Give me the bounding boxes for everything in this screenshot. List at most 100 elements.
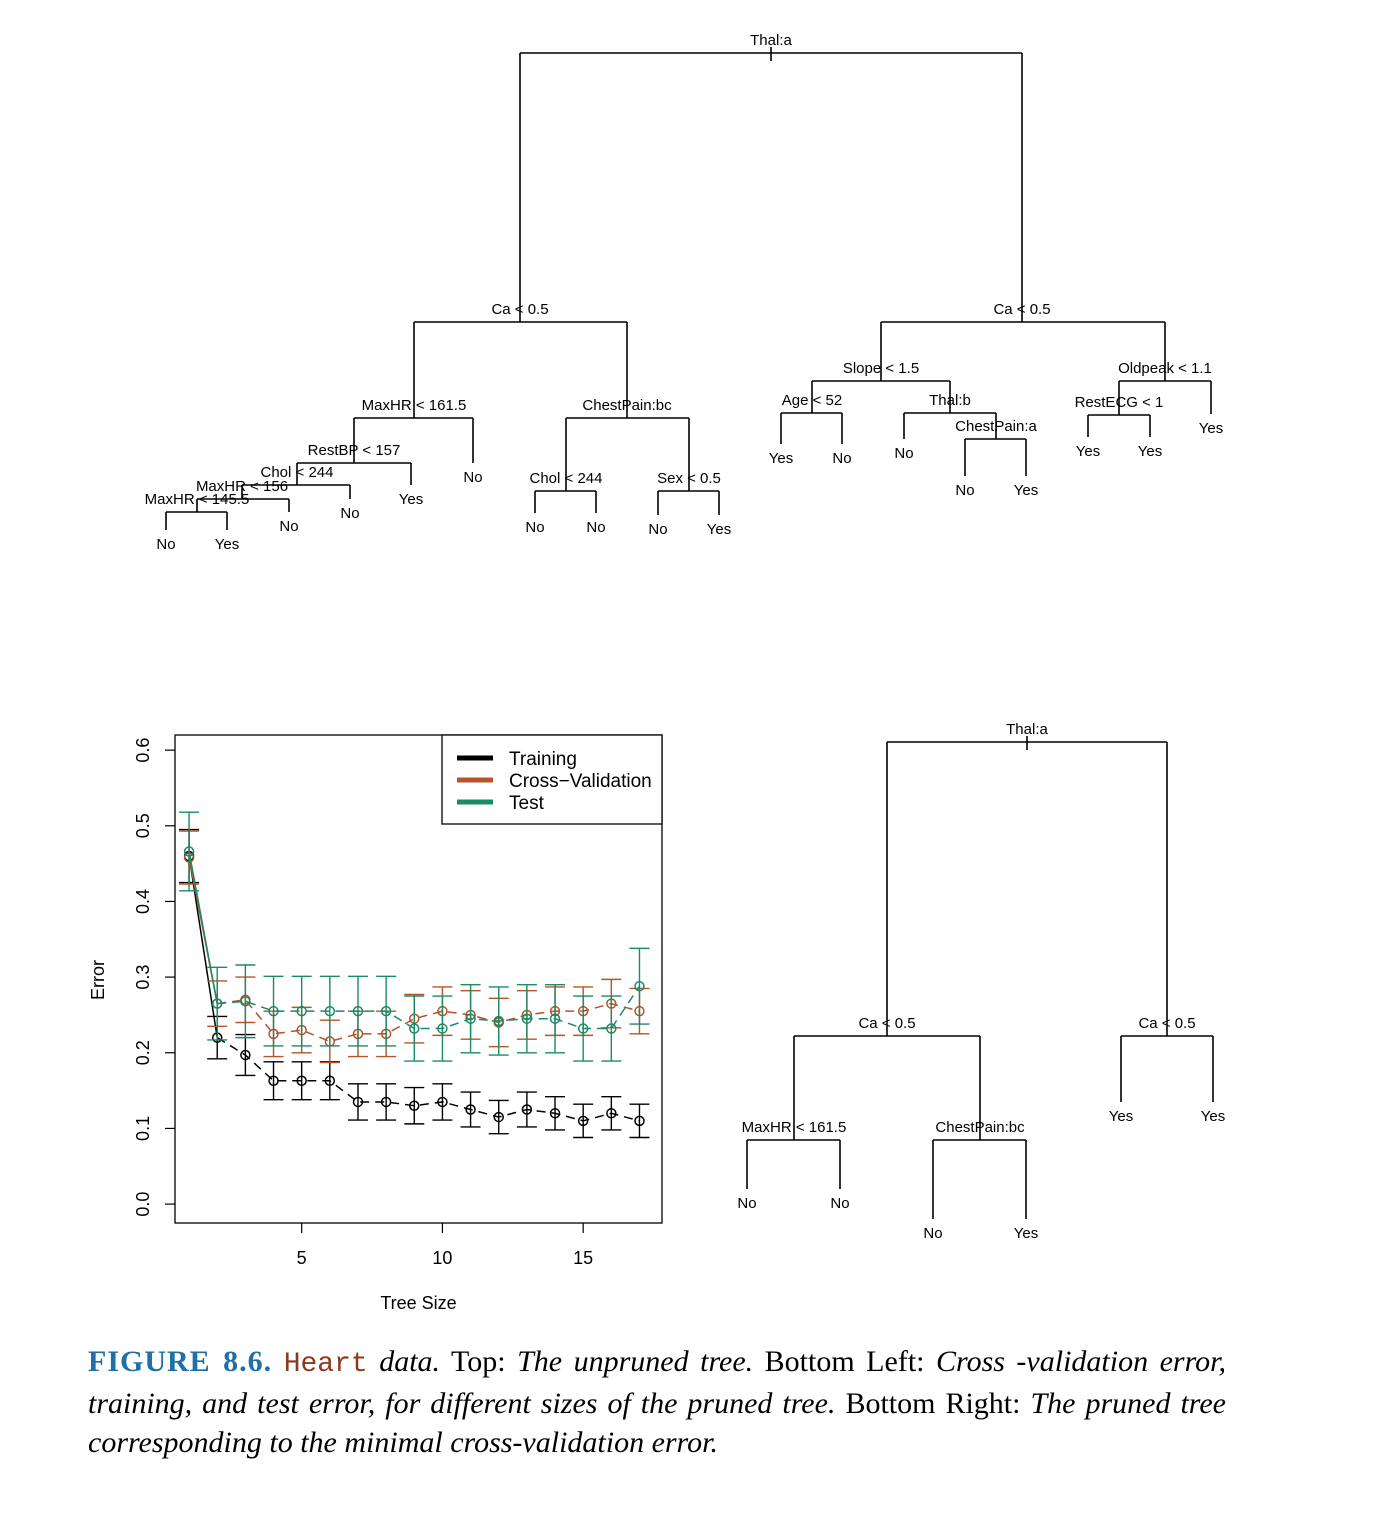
figure-caption: FIGURE 8.6. Heart data. Top: The unprune… (88, 1342, 1226, 1462)
series-line (217, 985, 641, 1030)
tree-leaf-label: Yes (1138, 443, 1162, 460)
data-point (465, 1104, 476, 1115)
tree-leaf-label: Yes (399, 491, 423, 508)
data-point (493, 1015, 504, 1027)
tree-leaf-label: Yes (707, 521, 731, 538)
tree-split-label: MaxHR < 145.5 (145, 491, 250, 508)
y-tick-label: 0.4 (133, 889, 153, 914)
data-point (324, 1005, 336, 1017)
tree-split-label: Ca < 0.5 (491, 301, 548, 318)
tree-split-label: Ca < 0.5 (858, 1015, 915, 1032)
tree-leaf-label: No (955, 482, 974, 499)
tree-split-label: ChestPain:a (955, 418, 1037, 435)
tree-leaf-label: No (737, 1195, 756, 1212)
data-point (409, 1100, 420, 1111)
data-point (240, 996, 251, 1007)
caption-top-label: Top: (440, 1345, 518, 1378)
figure: Thal:a Ca < 0.5 MaxHR < 161.5 RestBP < 157 C… (88, 32, 1225, 1313)
series-line (217, 999, 640, 1043)
figure-label: FIGURE 8.6. (88, 1345, 273, 1378)
data-point (352, 1005, 364, 1017)
tree-leaf-label: No (648, 521, 667, 538)
data-point (352, 1096, 364, 1108)
series-line-segment (188, 855, 218, 1038)
tree-leaf-label: Yes (1014, 1225, 1038, 1242)
data-point (606, 1108, 617, 1119)
y-tick-label: 0.6 (133, 738, 153, 763)
tree-leaf-label: No (525, 519, 544, 536)
tree-leaf-label: No (894, 445, 913, 462)
tree-leaf-label: No (156, 536, 175, 553)
data-point (268, 1005, 279, 1017)
tree-split-label: Ca < 0.5 (993, 301, 1050, 318)
error-chart: 5 10 15 0.0 0.1 0.2 0.3 0.4 0.5 0.6 Tree Size Error… (88, 734, 663, 1313)
data-point (324, 1075, 336, 1087)
data-point (549, 1013, 561, 1024)
tree-leaf-label: Yes (769, 450, 793, 467)
tree-leaf-label: Yes (1076, 443, 1100, 460)
tree-split-label: Thal:b (929, 392, 971, 409)
tree-split-label: MaxHR < 156 (196, 478, 288, 495)
data-point (240, 1049, 251, 1061)
tree-leaf-label: No (923, 1225, 942, 1242)
data-point (521, 1104, 533, 1115)
data-point (296, 1075, 307, 1087)
data-point (493, 1111, 504, 1123)
tree-split-label: Chol < 244 (530, 470, 603, 487)
data-point (634, 1115, 645, 1127)
data-point (465, 1013, 476, 1024)
tree-leaf-label: No (279, 518, 298, 535)
tree-split-label: ChestPain:bc (582, 397, 672, 414)
tree-leaf-label: No (340, 505, 359, 522)
data-point (577, 1023, 589, 1034)
tree-split-label: ChestPain:bc (935, 1119, 1025, 1136)
data-point (549, 1108, 561, 1119)
tree-leaf-label: No (832, 450, 851, 467)
data-point (380, 1096, 392, 1108)
tree-split-label: MaxHR < 161.5 (742, 1119, 847, 1136)
data-point (380, 1005, 392, 1017)
plot-frame (174, 734, 663, 1224)
dataset-name: Heart (283, 1349, 368, 1380)
caption-bottom-right-text: The pruned tree corresponding to the min… (88, 1387, 1226, 1459)
caption-bottom-left-label: Bottom Left: (753, 1345, 936, 1378)
series-line (216, 1036, 640, 1122)
series-training (179, 828, 650, 1139)
tree-split-label: Sex < 0.5 (657, 470, 721, 487)
tree-leaf-label: Yes (1014, 482, 1038, 499)
legend-label: Cross−Validation (509, 771, 652, 792)
y-tick-label: 0.3 (133, 965, 153, 990)
data-point (211, 998, 223, 1009)
pruned-tree: Thal:a Ca < 0.5 MaxHR < 161.5 No No ChestPain… (737, 721, 1225, 1242)
tree-leaf-label: Yes (1199, 420, 1223, 437)
x-tick-label: 5 (297, 1248, 307, 1268)
tree-split-label: Age < 52 (782, 392, 842, 409)
series-line-segment (188, 851, 218, 1004)
tree-leaf-label: No (830, 1195, 849, 1212)
data-point (409, 1023, 420, 1034)
data-point (268, 1075, 279, 1087)
y-tick-label: 0.1 (133, 1116, 153, 1141)
legend-label: Test (509, 793, 545, 814)
y-tick-label: 0.5 (133, 813, 153, 838)
tree-leaf-label: Yes (215, 536, 239, 553)
tree-split-label: Chol < 244 (261, 464, 334, 481)
tree-split-label: Thal:a (1006, 721, 1048, 738)
tree-leaf-label: No (586, 519, 605, 536)
tree-split-label: RestBP < 157 (308, 442, 401, 459)
caption-bottom-left-text: Cross -validation error, training, and t… (88, 1345, 1226, 1420)
tree-split-label: Ca < 0.5 (1138, 1015, 1195, 1032)
tree-leaf-label: No (463, 469, 482, 486)
y-axis-label: Error (88, 960, 108, 1000)
tree-split-label: Thal:a (750, 32, 792, 49)
data-point (606, 1023, 617, 1034)
tree-leaf-label: Yes (1201, 1108, 1225, 1125)
series-test (179, 811, 650, 1062)
y-tick-label: 0.2 (133, 1040, 153, 1065)
data-point (183, 846, 195, 857)
data-point (296, 1005, 307, 1017)
tree-split-label: MaxHR < 161.5 (362, 397, 467, 414)
data-point (577, 1115, 589, 1127)
caption-top-text: The unpruned tree. (517, 1345, 754, 1378)
